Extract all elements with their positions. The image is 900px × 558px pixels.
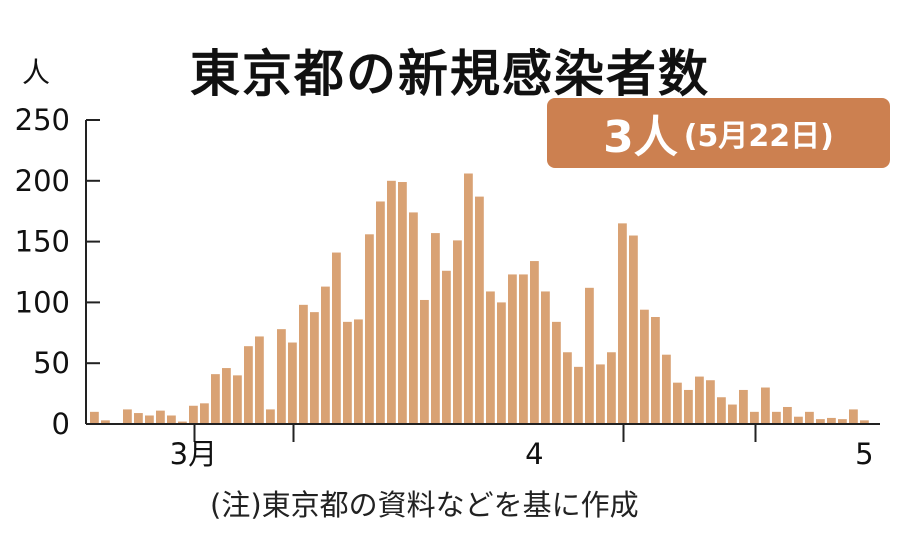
bar xyxy=(288,342,297,424)
latest-count-badge: 3人 (5月22日) xyxy=(547,98,890,168)
bar xyxy=(750,411,759,424)
bar xyxy=(200,403,209,424)
bar xyxy=(90,411,99,424)
bar xyxy=(332,252,341,424)
bar xyxy=(134,413,143,424)
bar xyxy=(178,421,187,424)
bar xyxy=(409,212,418,424)
x-tick-label: 5 xyxy=(855,437,873,471)
bar xyxy=(827,417,836,424)
bar xyxy=(618,223,627,424)
y-tick-label: 200 xyxy=(15,164,70,198)
y-tick-label: 100 xyxy=(15,285,70,319)
bar xyxy=(673,382,682,424)
bar xyxy=(387,180,396,424)
bar xyxy=(508,274,517,424)
chart-title: 東京都の新規感染者数 xyxy=(190,45,710,103)
bar xyxy=(189,405,198,424)
bar xyxy=(156,410,165,424)
bar xyxy=(266,409,275,424)
bar xyxy=(519,274,528,424)
bar xyxy=(585,287,594,424)
bar xyxy=(398,182,407,424)
x-tick-label: 4 xyxy=(525,437,543,471)
bar xyxy=(354,319,363,424)
bar xyxy=(145,415,154,424)
bar xyxy=(761,387,770,424)
bar xyxy=(167,415,176,424)
bar xyxy=(574,366,583,424)
bar xyxy=(563,352,572,424)
latest-count-value: 3人 xyxy=(603,112,678,163)
source-note: (注)東京都の資料などを基に作成 xyxy=(210,488,639,522)
bar xyxy=(816,419,825,424)
x-tick-label: 3月 xyxy=(170,437,217,471)
bar xyxy=(453,240,462,424)
bar xyxy=(684,389,693,424)
bar xyxy=(530,261,539,424)
bar xyxy=(310,312,319,424)
bar xyxy=(651,316,660,424)
bar xyxy=(772,411,781,424)
bar xyxy=(431,233,440,424)
bar xyxy=(222,368,231,424)
bar xyxy=(805,411,814,424)
bar xyxy=(838,419,847,424)
bar xyxy=(695,376,704,424)
bar xyxy=(640,309,649,424)
bar xyxy=(277,329,286,424)
y-tick-label: 150 xyxy=(15,225,70,259)
latest-count-date: (5月22日) xyxy=(683,119,834,154)
bar xyxy=(255,336,264,424)
bar xyxy=(442,270,451,424)
bar xyxy=(486,291,495,424)
bar xyxy=(365,234,374,424)
bar xyxy=(475,196,484,424)
bar xyxy=(596,364,605,424)
bar xyxy=(849,409,858,424)
bar xyxy=(101,420,110,424)
bar xyxy=(794,416,803,424)
bar xyxy=(739,389,748,424)
bar xyxy=(343,321,352,424)
bar xyxy=(783,406,792,424)
bar xyxy=(541,291,550,424)
bar xyxy=(629,235,638,424)
y-axis: 0 50 100 150 200 250 人 xyxy=(15,56,100,441)
y-tick-label: 250 xyxy=(15,103,70,137)
bar xyxy=(607,352,616,424)
bar xyxy=(497,302,506,424)
y-tick-label: 50 xyxy=(33,346,70,380)
bar xyxy=(420,299,429,424)
bar xyxy=(662,354,671,424)
bar xyxy=(321,286,330,424)
bar xyxy=(860,420,869,424)
bar xyxy=(728,404,737,424)
y-tick-label: 0 xyxy=(52,407,70,441)
bar xyxy=(552,321,561,424)
bar xyxy=(717,397,726,424)
y-axis-unit: 人 xyxy=(22,56,50,89)
bar xyxy=(123,409,132,424)
bars xyxy=(90,173,869,424)
bar xyxy=(706,380,715,424)
bar xyxy=(233,375,242,424)
bar xyxy=(211,374,220,424)
bar xyxy=(464,173,473,424)
bar xyxy=(376,201,385,424)
bar xyxy=(244,346,253,424)
x-axis: 3月 4 5 xyxy=(86,423,880,471)
bar xyxy=(299,304,308,424)
